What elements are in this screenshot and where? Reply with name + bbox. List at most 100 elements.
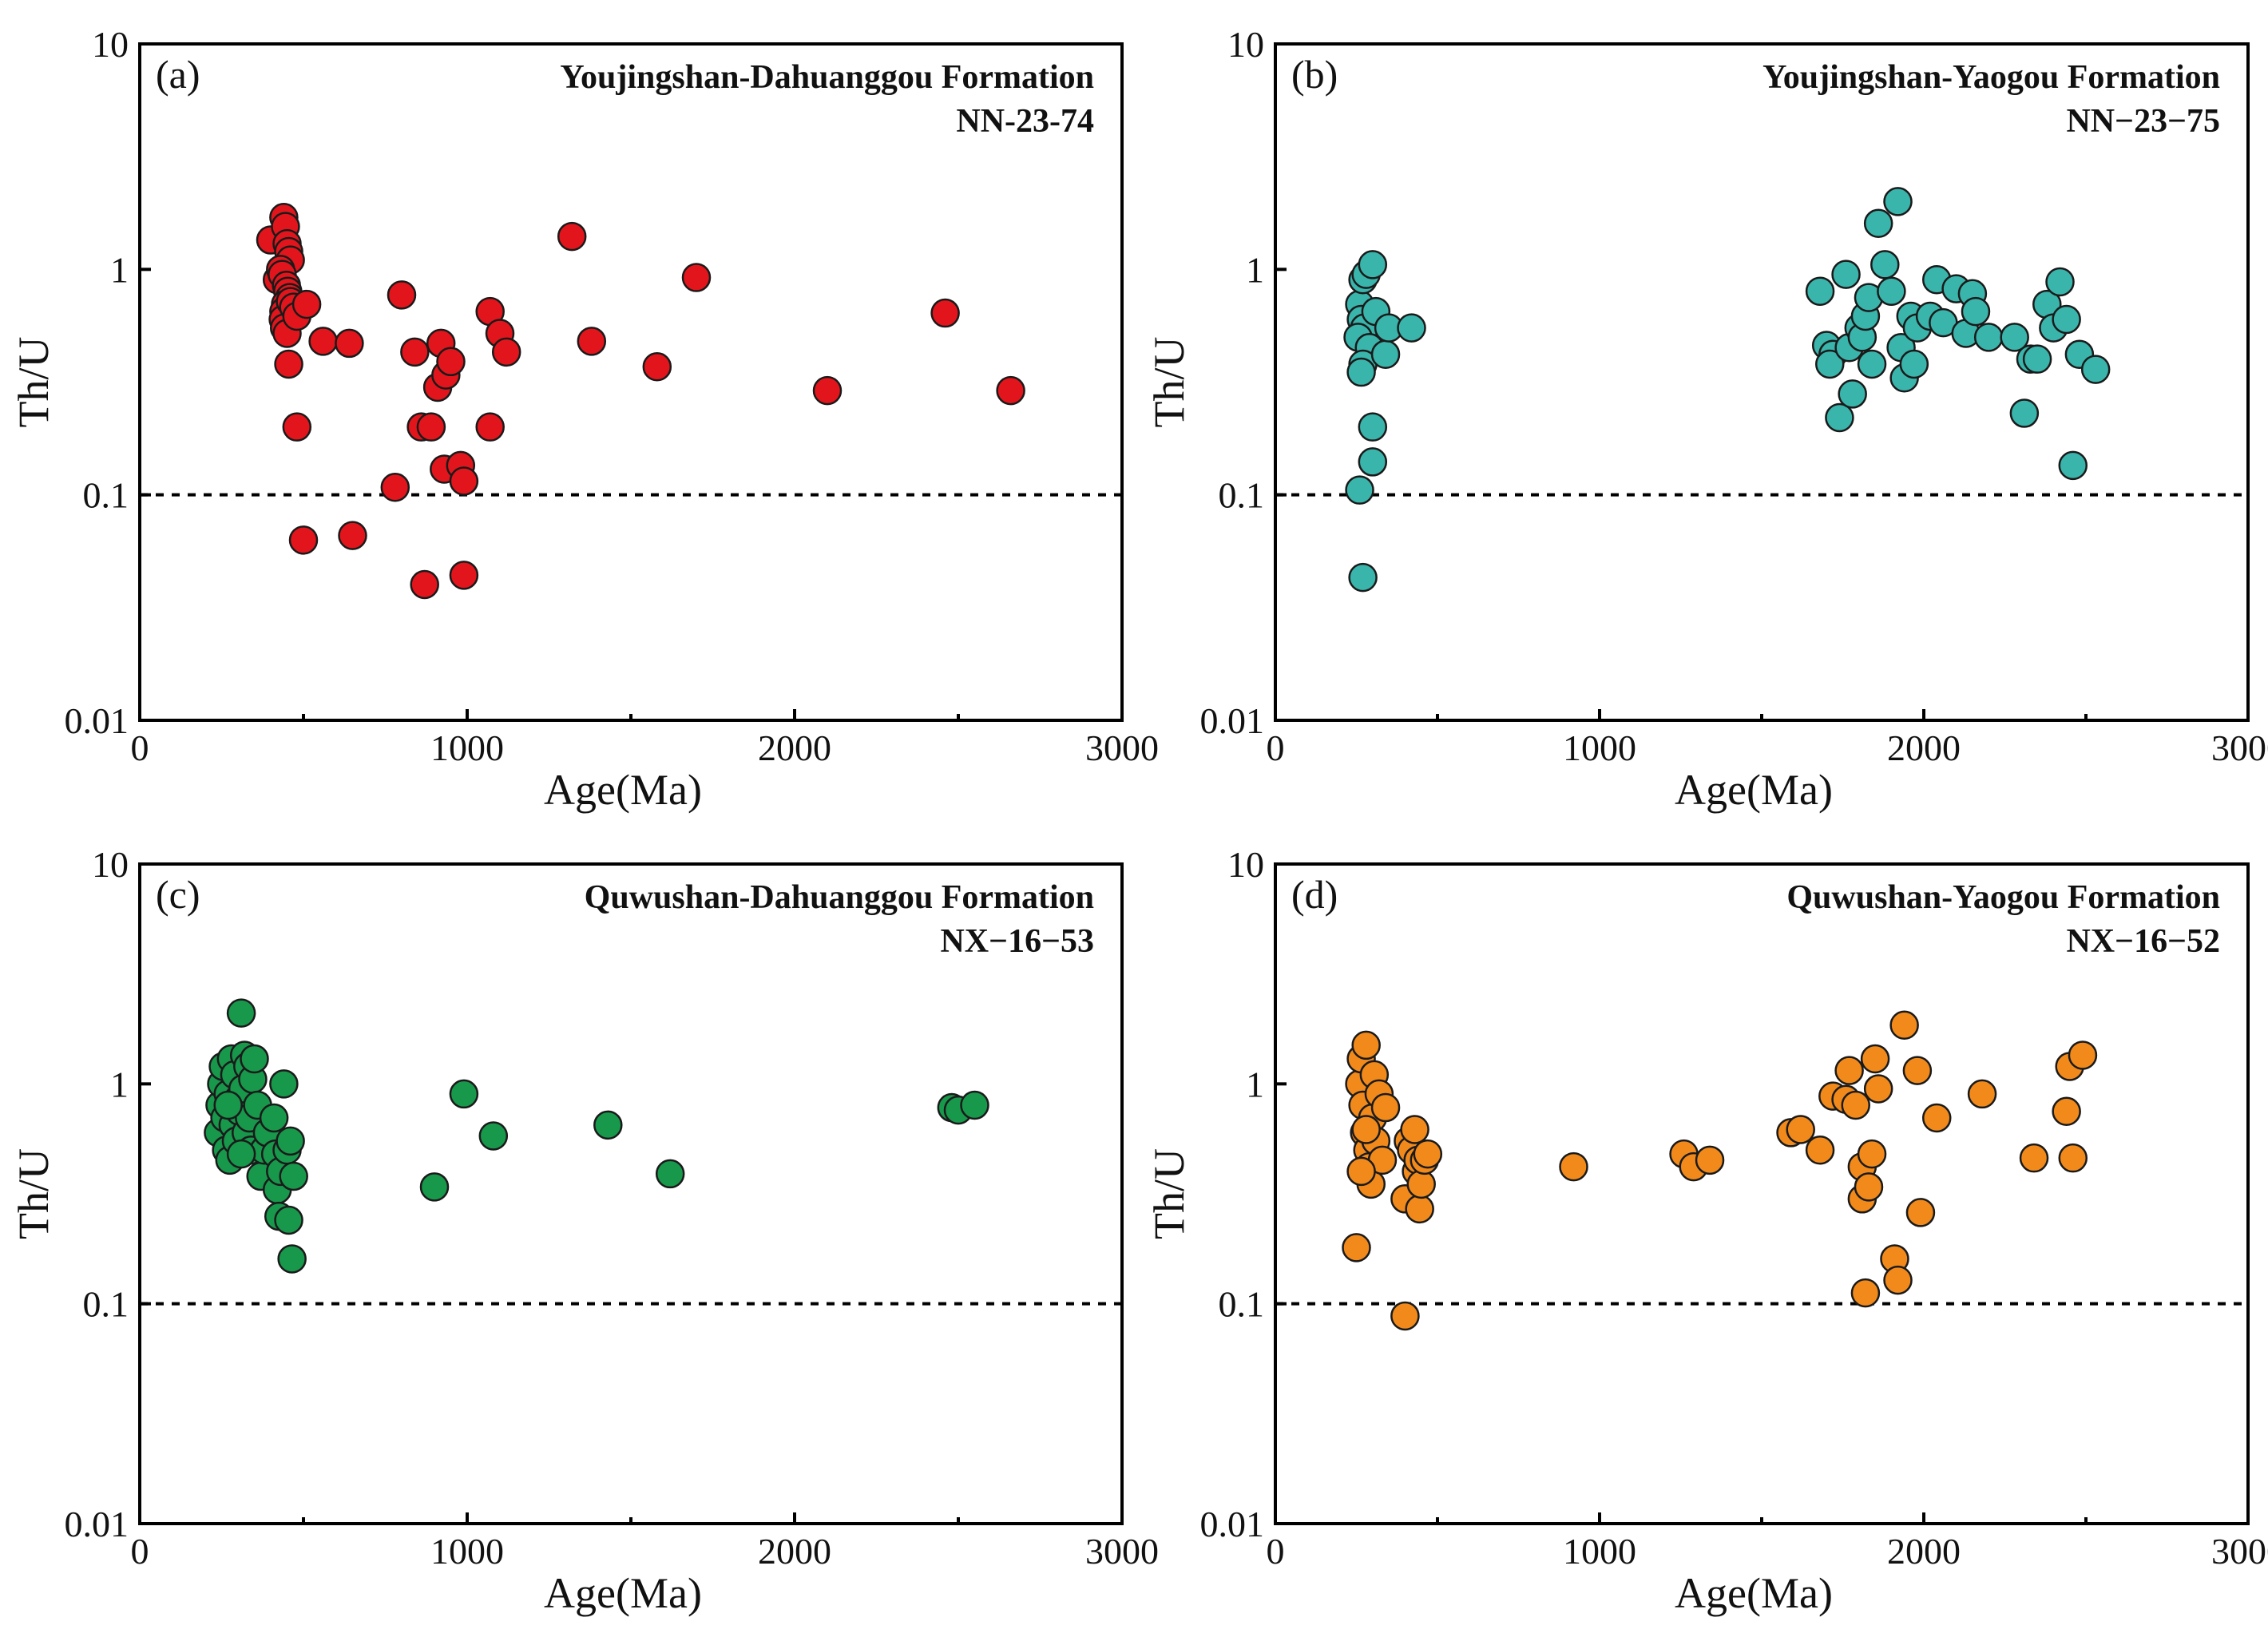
panel-a: 0 1000 2000 3000 0.01 0.1 1 10 Age(Ma) Th/U (a) You…	[10, 24, 1159, 814]
data-point	[1559, 1152, 1588, 1182]
x-tick-label: 1000	[1563, 1531, 1636, 1572]
panel-title: Youjingshan-Yaogou Formation	[1762, 59, 2220, 96]
data-point	[416, 412, 446, 442]
y-tick-label: 0.01	[1200, 700, 1265, 741]
data-point	[2045, 267, 2075, 297]
x-tick-label: 1000	[430, 727, 504, 768]
data-points	[204, 998, 989, 1274]
data-point	[996, 375, 1025, 406]
data-point	[1841, 1090, 1870, 1120]
data-point	[1370, 1092, 1401, 1123]
data-point	[1351, 1030, 1381, 1060]
data-point	[2019, 1143, 2049, 1173]
sample-id: NX−16−52	[2066, 923, 2220, 960]
data-point	[1860, 1044, 1890, 1074]
x-tick-label: 1000	[1563, 727, 1636, 768]
data-points	[1342, 1010, 2098, 1331]
data-point	[419, 1172, 450, 1202]
y-tick-label: 10	[92, 844, 129, 885]
y-tick-label: 0.1	[83, 475, 129, 516]
panel-letter: (b)	[1291, 52, 1338, 97]
y-axis-title: Th/U	[1145, 337, 1193, 428]
data-point	[1973, 323, 2004, 352]
y-tick-label: 0.1	[83, 1284, 129, 1325]
x-tick-label: 1000	[430, 1531, 504, 1572]
data-point	[1351, 1115, 1381, 1144]
data-point	[1786, 1115, 1815, 1144]
x-tick-label: 0	[1267, 727, 1285, 768]
panel-title: Quwushan-Dahuanggou Formation	[585, 879, 1094, 916]
data-points	[1343, 187, 2111, 593]
panel-letter: (a)	[156, 52, 200, 97]
data-point	[1358, 250, 1388, 279]
panel-letter: (c)	[156, 872, 200, 917]
y-tick-label: 1	[1246, 1064, 1264, 1104]
y-axis-title: Th/U	[10, 337, 57, 428]
data-point	[2052, 1096, 2081, 1126]
data-point	[274, 1205, 303, 1235]
x-tick-label: 2000	[1887, 727, 1961, 768]
data-point	[642, 351, 672, 382]
y-tick-label: 0.1	[1219, 475, 1265, 516]
y-tick-label: 1	[110, 1064, 129, 1104]
y-axis-title: Th/U	[1145, 1148, 1193, 1239]
data-point	[1695, 1145, 1725, 1175]
y-tick-label: 10	[1227, 844, 1264, 885]
y-tick-label: 10	[92, 24, 129, 65]
data-point	[2000, 323, 2029, 352]
data-point	[1857, 1139, 1887, 1169]
data-point	[593, 1110, 623, 1140]
data-point	[1831, 260, 1861, 289]
y-tick-label: 0.01	[65, 1504, 129, 1544]
plot-frame	[138, 42, 1124, 722]
data-points	[256, 203, 1025, 600]
data-point	[1883, 1265, 1913, 1295]
x-tick-label: 2000	[758, 1531, 831, 1572]
x-axis-title: Age(Ma)	[1675, 766, 1833, 814]
x-axis-title: Age(Ma)	[1675, 1569, 1833, 1617]
data-point	[1346, 1156, 1376, 1187]
data-point	[1863, 1074, 1893, 1104]
data-point	[436, 347, 466, 377]
data-point	[308, 327, 338, 356]
panel-b: 0 1000 2000 3000 0.01 0.1 1 10 Age(Ma) Th/U (b) You…	[1145, 24, 2268, 814]
data-point	[1857, 349, 1887, 379]
data-point	[400, 337, 430, 367]
data-point	[1889, 1010, 1919, 1041]
sample-id: NN-23-74	[956, 103, 1094, 140]
data-point	[2068, 1041, 2098, 1070]
data-point	[1405, 1194, 1434, 1224]
x-tick-label: 0	[1267, 1531, 1285, 1572]
data-point	[1863, 208, 1893, 238]
data-point	[478, 1121, 509, 1151]
data-point	[449, 561, 479, 590]
x-tick-label: 3000	[2211, 727, 2268, 768]
data-point	[335, 328, 364, 359]
data-point	[1905, 1198, 1936, 1227]
data-point	[1805, 1135, 1835, 1165]
data-point	[410, 569, 439, 600]
data-point	[1870, 250, 1900, 279]
data-point	[279, 1161, 308, 1191]
data-point	[1400, 1115, 1429, 1144]
data-point	[1413, 1139, 1443, 1169]
data-point	[449, 466, 479, 496]
x-tick-label: 0	[131, 1531, 149, 1572]
data-point	[1348, 562, 1378, 593]
data-point	[655, 1159, 685, 1189]
sample-id: NX−16−53	[940, 923, 1094, 960]
data-point	[2080, 355, 2111, 384]
data-point	[2022, 344, 2052, 374]
data-point	[577, 327, 607, 356]
data-point	[930, 298, 960, 328]
data-point	[1899, 349, 1929, 379]
data-point	[1838, 379, 1867, 409]
panel-d: 0 1000 2000 3000 0.01 0.1 1 10 Age(Ma) Th/U (d) Quw…	[1145, 844, 2268, 1617]
data-point	[1406, 1169, 1436, 1199]
x-tick-label: 2000	[758, 727, 831, 768]
data-point	[1397, 313, 1426, 343]
x-tick-label: 3000	[1085, 1531, 1159, 1572]
data-point	[226, 1139, 256, 1169]
data-point	[1961, 296, 1991, 327]
